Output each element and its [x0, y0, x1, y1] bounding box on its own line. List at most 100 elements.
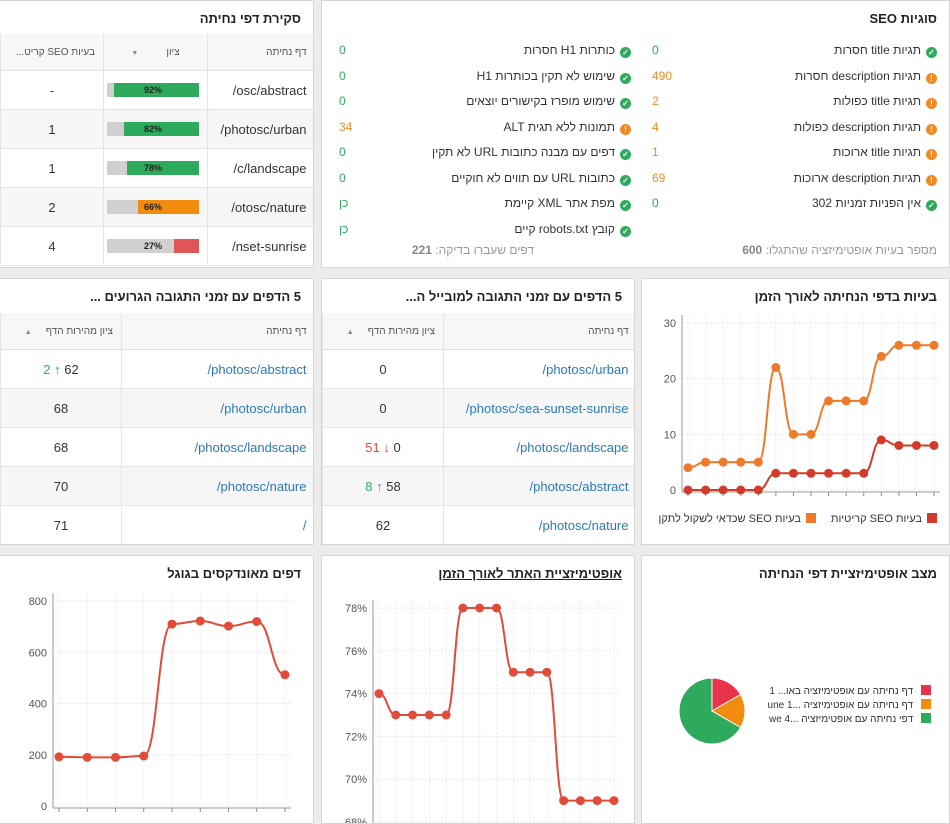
data-point[interactable]	[575, 796, 585, 806]
table-row[interactable]: /photosc/urban 68	[0, 388, 313, 428]
data-point[interactable]	[929, 340, 939, 350]
data-point[interactable]	[859, 468, 869, 478]
seo-issue-row[interactable]: ✓קובץ robots.txt קיים כן	[339, 222, 631, 246]
landing-page-link[interactable]: /photosc/nature	[443, 505, 634, 544]
col-critical-issues[interactable]: בעיות SEO קריט...	[0, 34, 104, 71]
data-point[interactable]	[54, 752, 64, 762]
landing-page-link[interactable]: /photosc/sea-sunset-sunrise	[443, 388, 634, 428]
data-point[interactable]	[82, 752, 92, 762]
data-point[interactable]	[876, 351, 886, 361]
seo-issue-row[interactable]: ✓כתובות URL עם תווים לא חוקיים 0	[339, 171, 631, 195]
landing-page-cell[interactable]: /otosc/nature	[207, 187, 313, 227]
landing-page-link[interactable]: /photosc/abstract	[121, 349, 313, 389]
col-speed-score[interactable]: ציון מהירות הדף▲	[0, 313, 122, 350]
data-point[interactable]	[929, 440, 939, 450]
table-row[interactable]: /photosc/urban 82% 1	[0, 109, 313, 149]
data-point[interactable]	[736, 457, 746, 467]
data-point[interactable]	[475, 603, 485, 613]
landing-page-link[interactable]: /photosc/landscape	[121, 427, 313, 467]
data-point[interactable]	[824, 468, 834, 478]
data-point[interactable]	[718, 457, 728, 467]
data-point[interactable]	[859, 396, 869, 406]
landing-page-cell[interactable]: /c/landscape	[207, 148, 313, 188]
pie-legend-item[interactable]: דף נחיתה עם אופטימיזציה ...une 1	[768, 699, 931, 711]
table-row[interactable]: /photosc/abstract 8 ↑ 58	[322, 466, 634, 506]
landing-page-link[interactable]: /	[121, 505, 313, 544]
data-point[interactable]	[167, 619, 177, 629]
data-point[interactable]	[683, 485, 693, 495]
table-row[interactable]: /photosc/landscape 51 ↓ 0	[322, 427, 634, 467]
seo-issue-row[interactable]: !תמונות ללא תגית ALT 34	[339, 120, 631, 144]
data-point[interactable]	[424, 710, 434, 720]
data-point[interactable]	[788, 429, 798, 439]
data-point[interactable]	[718, 485, 728, 495]
data-point[interactable]	[111, 752, 120, 762]
data-point[interactable]	[841, 396, 851, 406]
data-point[interactable]	[911, 340, 921, 350]
optimization-chart-title[interactable]: אופטימיזציית האתר לאורך הזמן	[438, 566, 622, 581]
seo-issue-row[interactable]: ✓שימוש מופרז בקישורים יוצאים 0	[339, 94, 631, 118]
data-point[interactable]	[771, 363, 781, 373]
data-point[interactable]	[559, 796, 569, 806]
landing-page-cell[interactable]: /osc/abstract	[207, 70, 313, 110]
sort-down-icon[interactable]: ▼	[131, 49, 139, 57]
data-point[interactable]	[894, 440, 904, 450]
seo-issue-row[interactable]: ✓שימוש לא תקין בכותרות H1 0	[339, 69, 631, 93]
landing-page-link[interactable]: /photosc/landscape	[443, 427, 634, 467]
table-row[interactable]: /nset-sunrise 27% 4	[0, 226, 313, 266]
data-point[interactable]	[391, 710, 401, 720]
landing-page-cell[interactable]: /photosc/urban	[207, 109, 313, 149]
data-point[interactable]	[841, 468, 851, 478]
data-point[interactable]	[876, 435, 886, 445]
table-row[interactable]: / 71	[0, 505, 313, 544]
data-point[interactable]	[458, 603, 468, 613]
pie-slice[interactable]	[678, 677, 742, 745]
seo-issue-row[interactable]: !תגיות title כפולות 2	[652, 94, 937, 118]
col-landing-page[interactable]: דף נחיתה	[443, 313, 634, 350]
data-point[interactable]	[492, 603, 501, 613]
data-point[interactable]	[701, 457, 711, 467]
data-point[interactable]	[542, 667, 552, 677]
data-point[interactable]	[224, 621, 233, 631]
data-point[interactable]	[894, 340, 904, 350]
data-point[interactable]	[806, 468, 816, 478]
landing-page-link[interactable]: /photosc/abstract	[443, 466, 634, 506]
col-landing-page[interactable]: דף נחיתה	[121, 313, 313, 350]
data-point[interactable]	[592, 796, 602, 806]
table-row[interactable]: /photosc/abstract 2 ↑ 62	[0, 349, 313, 389]
table-row[interactable]: /photosc/urban 0	[322, 349, 634, 389]
table-row[interactable]: /photosc/nature 62	[322, 505, 634, 544]
seo-issue-row[interactable]: !תגיות description ארוכות 69	[652, 171, 937, 195]
landing-page-link[interactable]: /photosc/urban	[121, 388, 313, 428]
col-score[interactable]: ציון▼	[103, 34, 208, 71]
seo-issue-row[interactable]: !תגיות description כפולות 4	[652, 120, 937, 144]
data-point[interactable]	[252, 617, 262, 626]
seo-issue-row[interactable]: ✓תגיות title חסרות 0	[652, 43, 937, 67]
pie-legend-item[interactable]: דפי נחיתה עם אופטימיזציה ...we 4	[769, 713, 931, 725]
data-point[interactable]	[683, 463, 693, 473]
data-point[interactable]	[911, 440, 921, 450]
seo-issue-row[interactable]: ✓דפים עם מבנה כתובות URL לא תקין 0	[339, 145, 631, 169]
data-point[interactable]	[374, 689, 384, 699]
data-point[interactable]	[753, 457, 763, 467]
col-speed-score[interactable]: ציון מהירות הדף▲	[322, 313, 444, 350]
data-point[interactable]	[701, 485, 711, 495]
table-row[interactable]: /photosc/nature 70	[0, 466, 313, 506]
table-row[interactable]: /c/landscape 78% 1	[0, 148, 313, 188]
col-landing-page[interactable]: דף נחיתה	[207, 34, 313, 71]
seo-issue-row[interactable]: !תגיות description חסרות 490	[652, 69, 937, 93]
data-point[interactable]	[824, 396, 834, 406]
legend-critical[interactable]: בעיות SEO קריטיות	[831, 513, 937, 525]
seo-issue-row[interactable]: !תגיות title ארוכות 1	[652, 145, 937, 169]
table-row[interactable]: /photosc/landscape 68	[0, 427, 313, 467]
landing-page-cell[interactable]: /nset-sunrise	[207, 226, 313, 266]
sort-up-icon[interactable]: ▲	[24, 328, 32, 336]
data-point[interactable]	[525, 667, 535, 677]
data-point[interactable]	[408, 710, 418, 720]
table-row[interactable]: /photosc/sea-sunset-sunrise 0	[322, 388, 634, 428]
data-point[interactable]	[508, 667, 518, 677]
seo-issue-row[interactable]: ✓אין הפניות זמניות 302 0	[652, 196, 937, 220]
data-point[interactable]	[753, 485, 763, 495]
data-point[interactable]	[195, 616, 205, 626]
data-point[interactable]	[771, 468, 781, 478]
